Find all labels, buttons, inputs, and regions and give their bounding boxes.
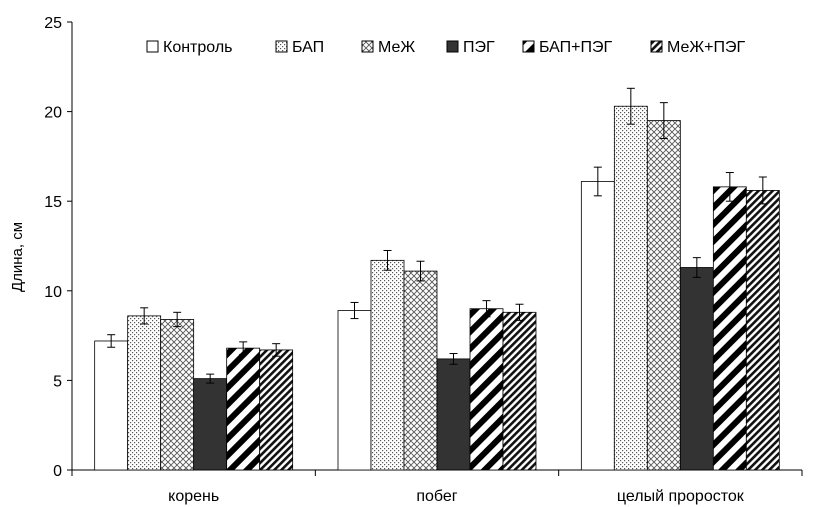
bar	[160, 319, 195, 471]
legend-swatch	[146, 40, 159, 53]
bar	[127, 315, 162, 471]
bar	[193, 378, 228, 471]
legend-swatch	[361, 40, 374, 53]
legend-label: ПЭГ	[463, 39, 495, 56]
bar	[370, 259, 405, 471]
bar	[679, 267, 714, 471]
bar	[337, 310, 372, 471]
legend-swatch	[275, 40, 288, 53]
bar	[403, 270, 438, 471]
y-tick-label: 5	[53, 373, 62, 390]
axes: 0 5 10 15 20 25 корень побег целый проросток	[44, 15, 803, 505]
y-tick-label: 20	[44, 105, 62, 122]
legend-swatch	[522, 40, 535, 53]
legend-swatch	[446, 40, 459, 53]
x-tick-label: целый проросток	[617, 488, 745, 505]
bar	[94, 340, 129, 471]
legend-label: Контроль	[163, 39, 233, 56]
legend-label: БАП+ПЭГ	[539, 39, 612, 56]
y-tick-label: 15	[44, 194, 62, 211]
y-tick-label: 0	[53, 463, 62, 480]
x-tick-label: побег	[416, 488, 457, 505]
bar	[259, 349, 294, 471]
y-tick-label: 25	[44, 15, 62, 32]
legend: Контроль БАП МеЖ ПЭГ БАП+ПЭГ МеЖ+ПЭГ	[146, 39, 746, 56]
bar	[646, 120, 681, 471]
y-tick-label: 10	[44, 284, 62, 301]
bar	[745, 190, 780, 471]
bar	[712, 186, 747, 471]
error-bars-group	[107, 87, 767, 384]
legend-label: МеЖ+ПЭГ	[667, 39, 746, 56]
bar	[469, 308, 504, 471]
bar	[502, 311, 537, 471]
bar	[580, 181, 615, 471]
legend-swatch	[650, 40, 663, 53]
bars-group	[94, 105, 780, 471]
y-axis-label: Длина, см	[9, 222, 26, 292]
x-tick-label: корень	[168, 488, 219, 505]
legend-label: БАП	[292, 39, 324, 56]
bar	[613, 105, 648, 471]
bar	[436, 358, 471, 471]
bar	[226, 347, 261, 471]
legend-label: МеЖ	[378, 39, 415, 56]
